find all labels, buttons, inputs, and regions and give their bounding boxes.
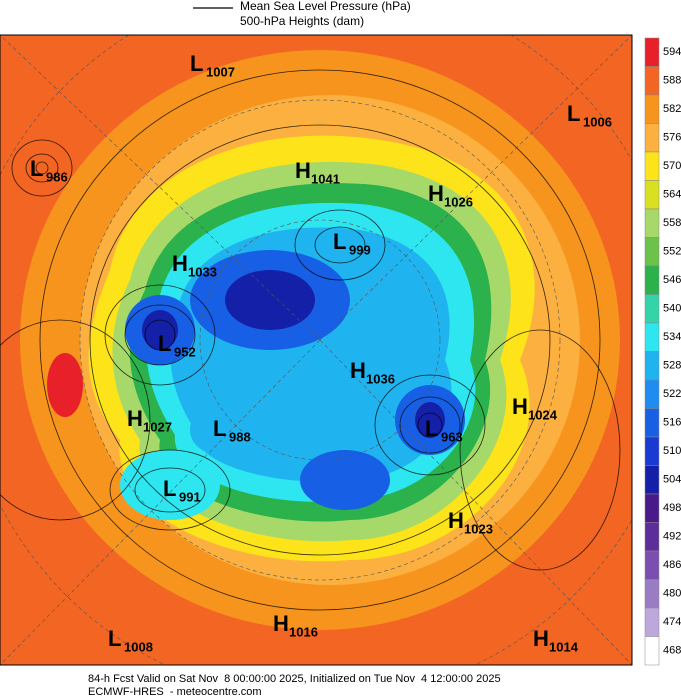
colorbar-label: 546	[663, 274, 681, 286]
center-letter: H	[273, 611, 289, 636]
colorbar-label: 492	[663, 531, 681, 543]
center-value: 1026	[444, 194, 473, 209]
center-value: 1014	[549, 639, 579, 654]
center-letter: L	[158, 331, 171, 356]
colorbar-label: 510	[663, 445, 681, 457]
center-value: 1033	[188, 264, 217, 279]
colorbar-swatch	[644, 579, 660, 609]
center-letter: L	[30, 156, 43, 181]
center-letter: H	[350, 358, 366, 383]
colorbar-label: 582	[663, 103, 681, 115]
center-letter: H	[533, 626, 549, 651]
colorbar-label: 564	[663, 189, 681, 201]
colorbar-label: 588	[663, 75, 681, 87]
center-value: 963	[441, 429, 463, 444]
center-letter: L	[213, 416, 226, 441]
center-value: 1027	[143, 419, 172, 434]
colorbar-label: 576	[663, 132, 681, 144]
colorbar-swatch	[644, 436, 660, 466]
center-value: 991	[179, 489, 201, 504]
colorbar-swatch	[644, 237, 660, 267]
center-value: 999	[349, 242, 371, 257]
legend-fill-label: 500-hPa Heights (dam)	[240, 14, 364, 28]
colorbar-swatch	[644, 522, 660, 552]
colorbar-label: 522	[663, 388, 681, 400]
center-value: 1036	[366, 371, 395, 386]
center-letter: H	[448, 508, 464, 533]
center-letter: H	[172, 251, 188, 276]
center-value: 1008	[124, 639, 153, 654]
colorbar-label: 558	[663, 217, 681, 229]
colorbar-swatch	[644, 493, 660, 523]
colorbar-label: 594	[663, 46, 681, 58]
center-letter: H	[428, 181, 444, 206]
center-letter: H	[295, 158, 311, 183]
colorbar-swatch	[644, 465, 660, 495]
colorbar-label: 540	[663, 303, 681, 315]
center-value: 986	[46, 169, 68, 184]
legend-line-label: Mean Sea Level Pressure (hPa)	[240, 0, 411, 13]
center-letter: L	[190, 51, 203, 76]
colorbar-label: 504	[663, 474, 681, 486]
center-letter: L	[333, 229, 346, 254]
center-value: 1007	[206, 64, 235, 79]
colorbar-label: 528	[663, 360, 681, 372]
colorbar-swatch	[644, 550, 660, 580]
colorbar-swatch	[644, 322, 660, 352]
colorbar-swatch	[644, 408, 660, 438]
colorbar-label: 498	[663, 502, 681, 514]
colorbar-swatch	[644, 351, 660, 381]
center-letter: L	[425, 416, 438, 441]
center-letter: H	[127, 406, 143, 431]
center-value: 1023	[464, 521, 493, 536]
colorbar-label: 570	[663, 160, 681, 172]
colorbar: 594 588 582 576 570 564 558 552 546 540 534 528 522 5…	[644, 37, 681, 666]
colorbar-label: 516	[663, 417, 681, 429]
colorbar-swatch	[644, 123, 660, 153]
center-letter: L	[567, 101, 580, 126]
center-value: 1041	[311, 171, 340, 186]
center-letter: H	[512, 394, 528, 419]
colorbar-swatch	[644, 180, 660, 210]
center-value: 988	[229, 429, 251, 444]
colorbar-label: 486	[663, 559, 681, 571]
colorbar-swatch	[644, 379, 660, 409]
colorbar-label: 468	[663, 645, 681, 657]
center-letter: L	[163, 476, 176, 501]
colorbar-swatch	[644, 37, 660, 67]
footer-line2: ECMWF-HRES - meteocentre.com	[88, 686, 262, 698]
colorbar-label: 534	[663, 331, 681, 343]
center-value: 1016	[289, 624, 318, 639]
colorbar-swatch	[644, 294, 660, 324]
center-letter: L	[108, 626, 121, 651]
colorbar-swatch	[644, 151, 660, 181]
footer-line1: 84-h Fcst Valid on Sat Nov 8 00:00:00 20…	[88, 673, 501, 685]
center-value: 1024	[528, 407, 558, 422]
colorbar-swatch	[644, 94, 660, 124]
colorbar-swatch	[644, 265, 660, 295]
colorbar-swatch	[644, 208, 660, 238]
map-frame	[0, 34, 633, 666]
center-value: 952	[174, 344, 196, 359]
colorbar-label: 474	[663, 616, 681, 628]
center-value: 1006	[583, 114, 612, 129]
colorbar-swatch	[644, 636, 660, 666]
colorbar-label: 552	[663, 246, 681, 258]
colorbar-swatch	[644, 66, 660, 96]
colorbar-label: 480	[663, 588, 681, 600]
colorbar-swatch	[644, 607, 660, 637]
